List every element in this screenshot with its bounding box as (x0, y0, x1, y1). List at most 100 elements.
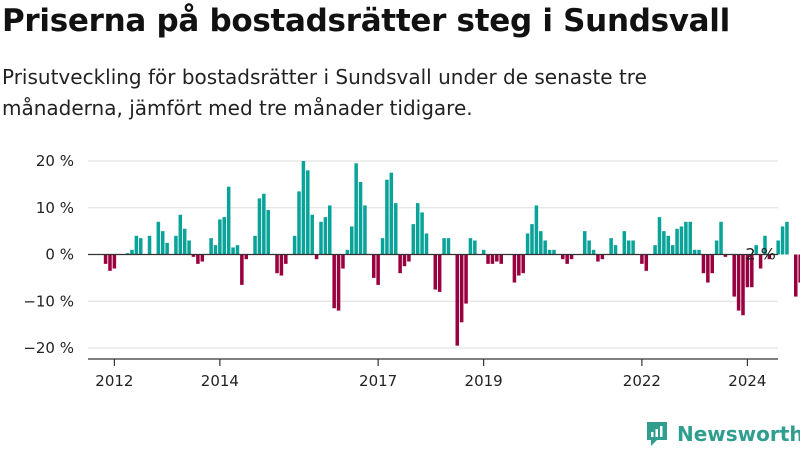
bar (240, 254, 244, 285)
x-tick-label: 2024 (728, 372, 766, 390)
bar (350, 226, 354, 255)
bar (732, 254, 736, 297)
bar (328, 205, 332, 255)
x-tick-label: 2014 (201, 372, 239, 390)
bar (499, 254, 503, 264)
bar (587, 240, 591, 255)
bar (794, 254, 798, 297)
bar (798, 254, 800, 283)
bar (459, 254, 464, 323)
bar (363, 205, 367, 255)
bar (187, 240, 191, 255)
bar (376, 254, 380, 285)
bar (266, 210, 270, 255)
bar (486, 254, 490, 264)
y-tick-label: 0 % (45, 246, 74, 264)
bar (235, 245, 240, 255)
bar (358, 182, 363, 255)
bar (231, 247, 235, 255)
bar (697, 249, 701, 255)
gridlines (88, 160, 778, 349)
bar (103, 254, 108, 264)
bar (371, 254, 376, 278)
bar (596, 254, 600, 262)
bar (125, 253, 130, 255)
bar (345, 249, 350, 255)
bar (191, 254, 196, 257)
bar (319, 221, 323, 255)
bar (495, 254, 499, 262)
bar (767, 254, 772, 260)
y-tick-label: 20 % (36, 152, 74, 170)
chart-title: Priserna på bostadsrätter steg i Sundsva… (2, 3, 730, 39)
bar (688, 221, 693, 255)
bar (785, 221, 789, 255)
bar (411, 224, 416, 255)
bar (455, 254, 460, 346)
bar (226, 186, 231, 255)
bar (147, 235, 152, 255)
bar (701, 254, 706, 274)
bar (569, 254, 574, 260)
bar (679, 226, 684, 255)
bar (657, 217, 662, 255)
bar (758, 254, 763, 269)
bar (512, 254, 517, 283)
bar (692, 249, 697, 255)
bar (763, 235, 767, 255)
y-tick-label: 10 % (36, 199, 74, 217)
bar (644, 254, 649, 271)
bar (275, 254, 279, 274)
labels: 20 % 10 % 0 % −10 % −20 % 2012 2014 2017 2019 202… (23, 152, 776, 390)
bar (626, 240, 631, 255)
bar (481, 249, 486, 255)
bar (174, 235, 178, 255)
bar (279, 254, 284, 276)
bar (750, 254, 754, 288)
bar (706, 254, 710, 283)
bar (160, 231, 165, 255)
bar (517, 254, 521, 276)
bar (468, 238, 473, 255)
bar (714, 240, 719, 255)
bar (442, 238, 446, 255)
brand-name: Newsworthy (677, 422, 800, 446)
x-tick-label: 2017 (359, 372, 397, 390)
bar (306, 170, 310, 255)
bar (178, 214, 183, 255)
bar (244, 254, 249, 260)
bar (723, 254, 728, 257)
bar (218, 219, 222, 255)
bar (424, 233, 429, 255)
bar (323, 217, 328, 255)
bar (631, 240, 635, 255)
bar (552, 249, 556, 255)
bar (534, 205, 539, 255)
bar (539, 231, 543, 255)
bar (398, 254, 402, 274)
bar (389, 172, 394, 255)
bar (415, 203, 420, 255)
bar (420, 212, 424, 255)
bar (182, 228, 187, 255)
bar (600, 254, 605, 260)
bar (332, 254, 336, 309)
bar (684, 221, 688, 255)
bar (134, 235, 139, 255)
bar (543, 240, 547, 255)
bar (284, 254, 288, 264)
bar (196, 254, 200, 264)
bar (310, 214, 314, 255)
bar (213, 245, 218, 255)
bar (547, 249, 552, 255)
chart-subtitle: Prisutveckling för bostadsrätter i Sunds… (2, 65, 647, 120)
bar (591, 249, 596, 255)
bar (112, 254, 117, 269)
bar (613, 245, 618, 255)
bar (473, 240, 477, 255)
bar (336, 254, 341, 311)
bar (530, 224, 534, 255)
bar (108, 254, 112, 271)
bar (446, 238, 451, 255)
bar (719, 221, 723, 255)
